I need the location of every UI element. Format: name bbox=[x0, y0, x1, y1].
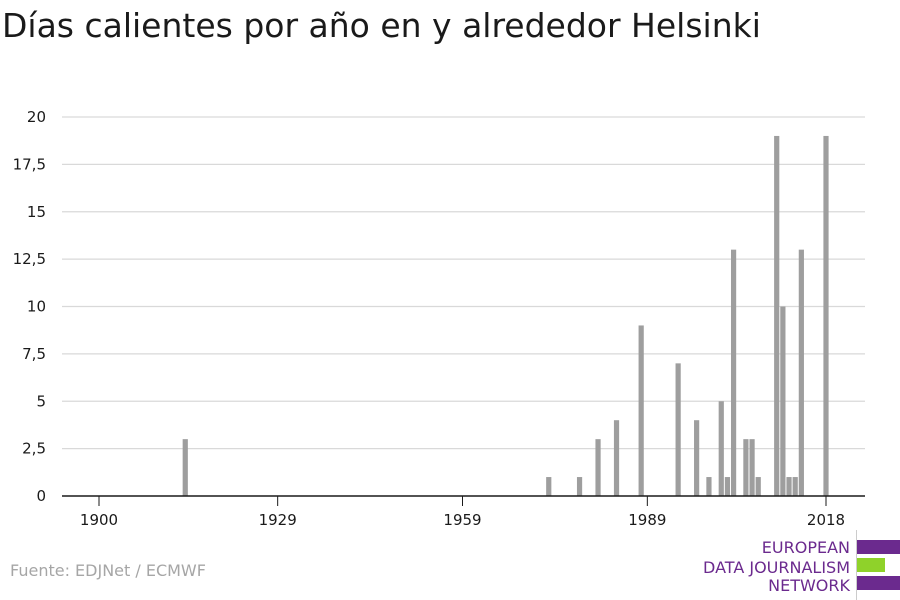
bar bbox=[798, 249, 804, 496]
bar bbox=[718, 401, 724, 496]
bar bbox=[786, 477, 792, 496]
chart-title: Días calientes por año en y alrededor He… bbox=[2, 6, 761, 45]
bar bbox=[706, 477, 712, 496]
y-tick-label: 10 bbox=[27, 298, 46, 316]
y-tick-label: 7,5 bbox=[22, 345, 46, 363]
bar bbox=[675, 363, 681, 496]
x-axis-ticks: 1900 1929 1959 1989 2018 bbox=[80, 496, 845, 529]
gridlines bbox=[62, 116, 865, 450]
bar bbox=[780, 306, 786, 496]
bar bbox=[182, 439, 188, 496]
bar bbox=[823, 135, 829, 496]
y-tick-label: 0 bbox=[36, 487, 46, 505]
x-tick-label: 1989 bbox=[628, 511, 666, 529]
bar bbox=[694, 420, 700, 496]
y-tick-label: 20 bbox=[27, 108, 46, 126]
source-note: Fuente: EDJNet / ECMWF bbox=[10, 561, 206, 580]
y-tick-label: 15 bbox=[27, 203, 46, 221]
bar bbox=[638, 325, 644, 496]
bar bbox=[546, 477, 552, 496]
bar bbox=[613, 420, 620, 496]
edjnet-logo: EUROPEAN DATA JOURNALISM NETWORK bbox=[700, 530, 900, 600]
bar bbox=[730, 249, 737, 496]
logo-bar-green bbox=[857, 558, 885, 572]
x-tick-label: 1929 bbox=[259, 511, 297, 529]
bar bbox=[595, 439, 601, 496]
logo-line-network: NETWORK bbox=[768, 576, 850, 595]
logo-divider bbox=[856, 530, 857, 600]
y-axis-ticks: 0 2,5 5 7,5 10 12,5 15 17,5 20 bbox=[13, 108, 46, 505]
y-tick-label: 12,5 bbox=[13, 250, 46, 268]
y-tick-label: 2,5 bbox=[22, 440, 46, 458]
bar bbox=[576, 477, 583, 496]
x-tick-label: 1959 bbox=[443, 511, 481, 529]
bars bbox=[182, 135, 829, 496]
bar bbox=[792, 477, 798, 496]
bar bbox=[749, 439, 755, 496]
bar bbox=[774, 135, 780, 496]
x-tick-label: 1900 bbox=[80, 511, 118, 529]
logo-line-data-journalism: DATA JOURNALISM bbox=[703, 558, 850, 577]
y-tick-label: 5 bbox=[36, 392, 46, 410]
bar bbox=[743, 439, 749, 496]
bar bbox=[724, 477, 731, 496]
logo-bar-purple-top bbox=[857, 540, 900, 554]
x-tick-label: 2018 bbox=[807, 511, 845, 529]
logo-line-european: EUROPEAN bbox=[761, 538, 850, 557]
y-tick-label: 17,5 bbox=[13, 155, 46, 173]
logo-bar-purple-bottom bbox=[857, 576, 900, 590]
bar bbox=[755, 477, 761, 496]
